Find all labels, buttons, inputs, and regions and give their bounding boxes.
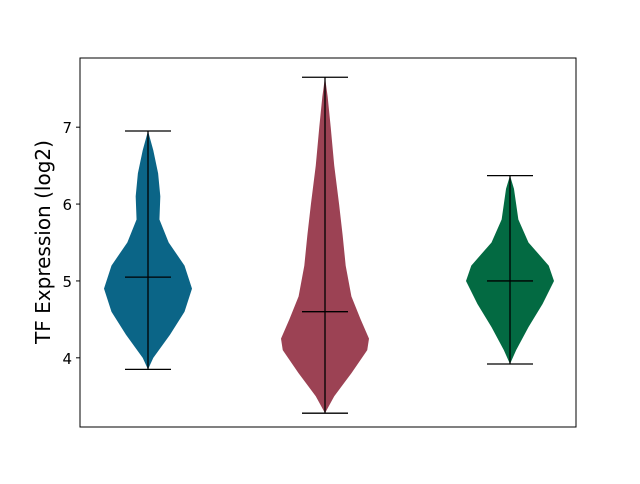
y-tick-label: 5 [62,273,72,291]
y-tick-label: 7 [62,119,72,137]
y-axis: 4 5 6 7 [62,119,80,368]
y-tick-label: 6 [62,196,72,214]
y-tick-label: 4 [62,350,72,368]
y-axis-label: TF Expression (log2) [31,140,55,345]
axes-frame [79,57,577,428]
violins [104,76,554,414]
